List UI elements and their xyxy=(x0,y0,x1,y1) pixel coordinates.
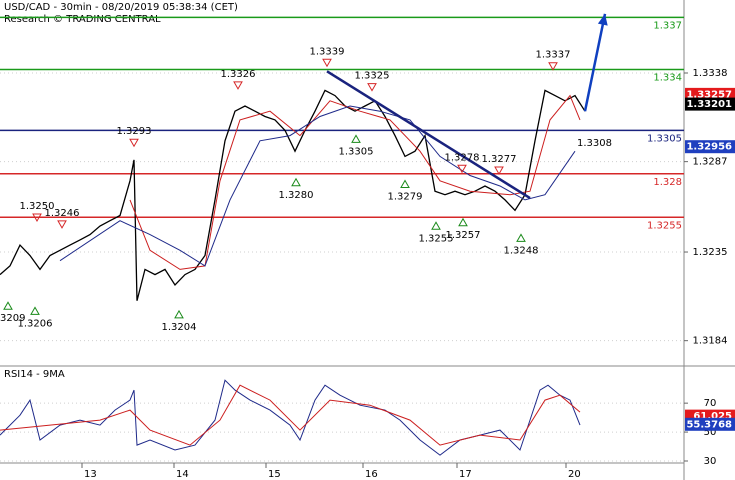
level-label: 1.3305 xyxy=(647,133,682,144)
x-tick-label: 13 xyxy=(84,469,97,480)
pivot-low-marker xyxy=(174,309,184,319)
pivot-low-label: 1.3279 xyxy=(388,192,423,203)
pivot-high-label: 1.3246 xyxy=(45,208,80,219)
pivot-low-marker xyxy=(516,233,526,242)
price-tag-label: 1.32956 xyxy=(686,142,732,153)
price-tag-label: 1.33257 xyxy=(686,89,732,100)
price-tag-label: 1.33201 xyxy=(686,99,732,110)
pivot-low-marker xyxy=(400,179,410,189)
price-tag xyxy=(685,97,735,111)
pivot-high-label: 1.3293 xyxy=(117,126,152,137)
arrow-head xyxy=(597,13,608,26)
y-tick-label: 70 xyxy=(704,398,717,409)
pivot-low-label: 1.3206 xyxy=(18,318,53,329)
chart-subtitle: Research © TRADING CENTRAL xyxy=(4,14,161,25)
x-tick-label: 15 xyxy=(268,469,281,480)
series-line xyxy=(0,379,581,456)
level-label: 1.334 xyxy=(653,73,682,84)
ma-label: 1.3308 xyxy=(577,138,612,149)
forecast-arrow xyxy=(583,13,607,112)
y-tick-label: 30 xyxy=(704,456,717,467)
price-tag xyxy=(685,417,735,431)
level-label: 1.3255 xyxy=(647,220,682,231)
x-tick-label: 14 xyxy=(176,469,189,480)
pivot-low-label: 1.3209 xyxy=(0,313,26,324)
rsi-title: RSI14 - 9MA xyxy=(4,369,65,380)
price-tag-label: 61.025 xyxy=(693,411,732,422)
y-tick-label: 1.3287 xyxy=(693,157,728,168)
level-label: 1.337 xyxy=(653,20,682,31)
pivot-low-marker xyxy=(458,217,468,227)
trend-line xyxy=(326,70,531,200)
pivot-low-marker xyxy=(431,221,441,230)
pivot-high-label: 1.3337 xyxy=(536,50,571,61)
x-tick-label: 17 xyxy=(459,469,472,480)
pivot-high-marker xyxy=(367,83,377,92)
pivot-low-label: 1.3255 xyxy=(419,233,454,244)
pivot-low-marker xyxy=(291,177,301,187)
pivot-high-marker xyxy=(548,62,558,71)
price-tag xyxy=(685,140,735,154)
x-tick-label: 20 xyxy=(568,469,581,480)
pivot-low-marker xyxy=(3,301,13,310)
pivot-high-label: 1.3278 xyxy=(445,152,480,163)
pivot-high-label: 1.3326 xyxy=(221,69,256,80)
level-label: 1.328 xyxy=(653,177,682,188)
pivot-low-marker xyxy=(30,306,40,315)
pivot-high-marker xyxy=(494,166,504,176)
pivot-low-label: 1.3305 xyxy=(339,146,374,157)
pivot-high-marker xyxy=(233,81,243,90)
pivot-high-label: 1.3339 xyxy=(310,46,345,57)
pivot-high-marker xyxy=(57,220,67,229)
y-tick-label: 1.3338 xyxy=(693,68,728,79)
pivot-low-marker xyxy=(351,134,361,143)
price-tag-label: 55.3768 xyxy=(686,419,732,430)
y-tick-label: 1.3235 xyxy=(693,247,728,258)
pivot-high-marker xyxy=(322,58,332,68)
pivot-low-label: 1.3280 xyxy=(279,190,314,201)
series-line xyxy=(0,89,586,301)
series-line xyxy=(0,384,581,446)
x-tick-label: 16 xyxy=(365,469,378,480)
y-tick-label: 50 xyxy=(704,427,717,438)
pivot-high-label: 1.3325 xyxy=(355,71,390,82)
pivot-high-label: 1.3277 xyxy=(482,154,517,165)
series-line xyxy=(59,105,576,267)
pivot-low-label: 1.3248 xyxy=(504,245,539,256)
y-tick-label: 1.3184 xyxy=(693,336,728,347)
pivot-low-label: 1.3257 xyxy=(446,230,481,241)
chart-title: USD/CAD - 30min - 08/20/2019 05:38:34 (C… xyxy=(4,2,238,13)
pivot-high-marker xyxy=(129,138,139,148)
pivot-low-label: 1.3204 xyxy=(162,322,197,333)
pivot-high-label: 1.3250 xyxy=(20,201,55,212)
pivot-high-marker xyxy=(32,213,42,222)
pivot-high-marker xyxy=(457,164,467,174)
